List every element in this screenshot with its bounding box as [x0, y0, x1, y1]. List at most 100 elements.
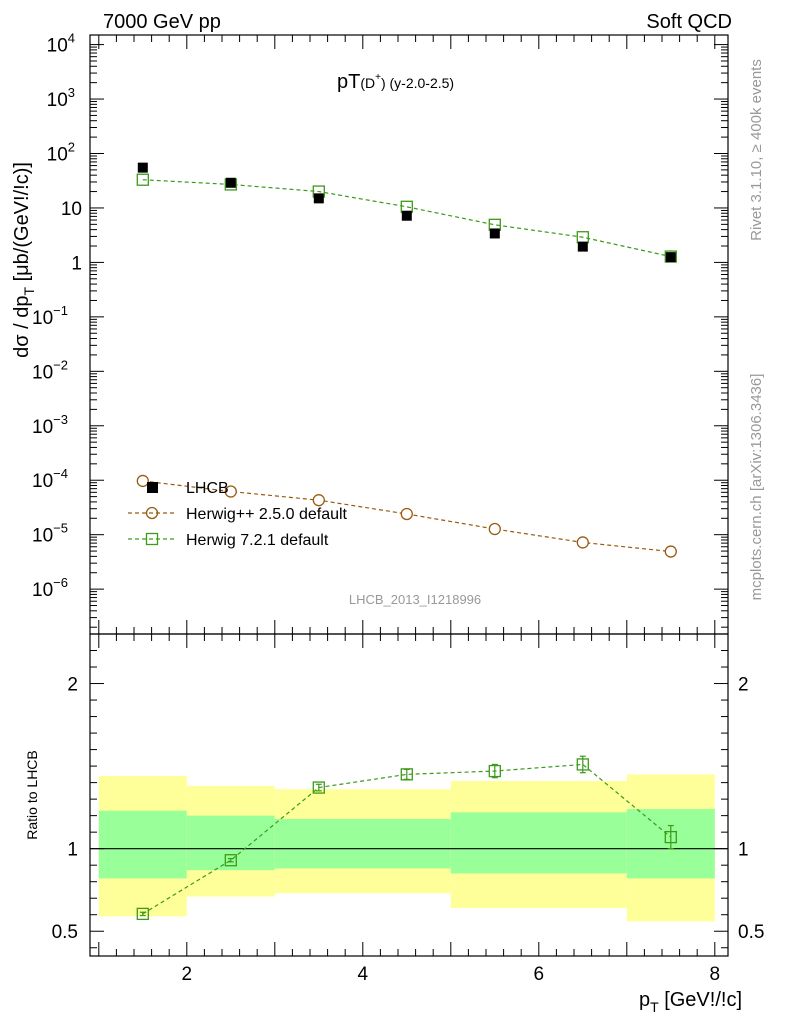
legend-herwig7-marker — [145, 532, 159, 546]
x-label-sub: T — [650, 999, 659, 1015]
herwig7-ratio-point — [664, 830, 677, 844]
herwigpp-point — [400, 507, 413, 521]
herwigpp-point — [224, 485, 237, 498]
herwig7-ratio-point — [136, 907, 149, 921]
herwig7-ratio-point — [400, 768, 413, 781]
main-y-axis-label: dσ / dpT [μb/(GeV!/!c)] — [11, 162, 37, 358]
mcplots-label: mcplots.cern.ch [arXiv:1306.3436] — [748, 374, 765, 601]
main-y-tick-label-exp: −1 — [53, 303, 68, 318]
herwig7-line — [142, 179, 671, 258]
herwigpp-point — [312, 494, 325, 507]
ratio-uncertainty-bands — [90, 774, 728, 922]
herwigpp-point — [136, 474, 149, 488]
ratio-y-tick-label-right: 2 — [738, 675, 749, 696]
legend-herwigpp-label: Herwig++ 2.5.0 default — [186, 506, 348, 523]
lhcb-point — [577, 241, 588, 252]
lhcb-point — [225, 177, 236, 188]
lhcb-point — [401, 210, 412, 221]
plot-title-sup: + — [375, 72, 381, 83]
herwigpp-point — [664, 545, 677, 558]
legend-herwig7-label: Herwig 7.2.1 default — [186, 532, 329, 549]
x-label-main: p — [639, 989, 650, 1011]
main-y-tick-label-exp: −2 — [53, 357, 68, 372]
ratio-frame — [89, 633, 729, 957]
plot-title-main: pT — [337, 71, 360, 93]
lhcb-point — [489, 228, 500, 239]
inner-uncertainty-band — [450, 812, 627, 874]
main-y-tick-label-base: 10 — [32, 417, 53, 438]
main-y-tick-label-exp: 3 — [68, 85, 75, 100]
main-y-tick-label: 102 — [47, 139, 75, 165]
herwig7-ratio-point — [488, 764, 501, 778]
x-tick-label: 4 — [358, 964, 369, 985]
main-y-tick-label: 10−1 — [32, 303, 68, 329]
legend-herwigpp-marker — [145, 506, 159, 520]
ratio-axis-ticks: 2 1 0.5 2 1 0.5 2 4 6 8 — [52, 634, 764, 985]
main-y-tick-label-base: 10 — [47, 144, 68, 165]
main-y-tick-label: 10 — [61, 199, 82, 220]
collision-label: 7000 GeV pp — [103, 11, 221, 33]
main-y-tick-label-exp: −6 — [53, 575, 68, 590]
ratio-series-layer — [136, 755, 677, 921]
ratio-y-axis-label: Ratio to LHCB — [24, 750, 40, 839]
ratio-y-tick-label-right: 1 — [738, 840, 749, 861]
main-y-tick-label-base: 1 — [71, 253, 82, 274]
legend-lhcb-label: LHCB — [186, 480, 229, 497]
inner-uncertainty-band — [274, 818, 451, 869]
main-y-tick-label-base: 10 — [32, 580, 53, 601]
herwigpp-point — [576, 536, 589, 549]
main-y-label-sub: T — [21, 287, 37, 296]
herwig7-ratio-point — [312, 781, 325, 794]
main-y-tick-label-base: 10 — [47, 90, 68, 111]
main-y-tick-label-base: 10 — [61, 199, 82, 220]
herwigpp-point — [488, 522, 501, 536]
main-y-tick-label: 10−2 — [32, 357, 68, 383]
herwig7-ratio-point — [224, 854, 237, 867]
analysis-id-watermark: LHCB_2013_I1218996 — [349, 592, 481, 607]
ratio-y-tick-label-right: 0.5 — [738, 922, 764, 943]
x-label-rest: [GeV!/!c] — [659, 989, 742, 1011]
process-label: Soft QCD — [646, 11, 732, 33]
main-y-tick-label-base: 10 — [32, 362, 53, 383]
herwig7-ratio-point — [576, 758, 589, 771]
lhcb-point — [665, 252, 676, 263]
plot-title-rest: ) (y-2.0-2.5) — [381, 75, 454, 91]
main-y-tick-label: 104 — [47, 31, 75, 57]
main-y-tick-label-exp: −4 — [53, 466, 68, 481]
main-y-label-rest: [μb/(GeV!/!c)] — [11, 162, 33, 287]
plot-title-sub: (D — [360, 75, 375, 91]
main-y-tick-label-exp: 4 — [68, 31, 75, 46]
main-y-tick-label-exp: 2 — [68, 139, 75, 154]
main-y-tick-label: 103 — [47, 85, 75, 111]
legend: LHCB Herwig++ 2.5.0 default Herwig 7.2.1… — [128, 480, 348, 549]
main-y-tick-label: 10−4 — [32, 466, 68, 492]
main-y-label-main: dσ / dp — [11, 296, 33, 358]
ratio-y-tick-label: 2 — [67, 675, 78, 696]
x-tick-label: 6 — [534, 964, 545, 985]
rivet-label: Rivet 3.1.10, ≥ 400k events — [748, 59, 765, 241]
x-tick-label: 2 — [182, 964, 193, 985]
legend-lhcb-marker — [147, 482, 158, 493]
ratio-y-tick-label: 0.5 — [52, 922, 78, 943]
herwig7-point — [136, 173, 149, 186]
main-y-tick-label-exp: −3 — [53, 412, 68, 427]
main-y-tick-label: 10−3 — [32, 412, 68, 438]
main-series-layer — [136, 162, 677, 558]
plot-title: pT(D+) (y-2.0-2.5) — [337, 71, 454, 93]
lhcb-point — [137, 162, 148, 173]
ratio-y-tick-label: 1 — [67, 840, 78, 861]
main-y-tick-label-exp: −5 — [53, 521, 68, 536]
herwig7-point — [400, 200, 413, 213]
main-y-tick-label-base: 10 — [32, 308, 53, 329]
inner-uncertainty-band — [98, 810, 187, 879]
x-axis-label: pT [GeV!/!c] — [639, 989, 742, 1015]
main-y-tick-label: 1 — [71, 253, 82, 274]
main-y-tick-label-base: 10 — [32, 526, 53, 547]
main-y-tick-label: 10−6 — [32, 575, 68, 601]
main-y-tick-label-base: 10 — [32, 471, 53, 492]
main-y-tick-label-base: 10 — [47, 36, 68, 57]
lhcb-point — [313, 193, 324, 204]
main-y-tick-label: 10−5 — [32, 521, 68, 547]
